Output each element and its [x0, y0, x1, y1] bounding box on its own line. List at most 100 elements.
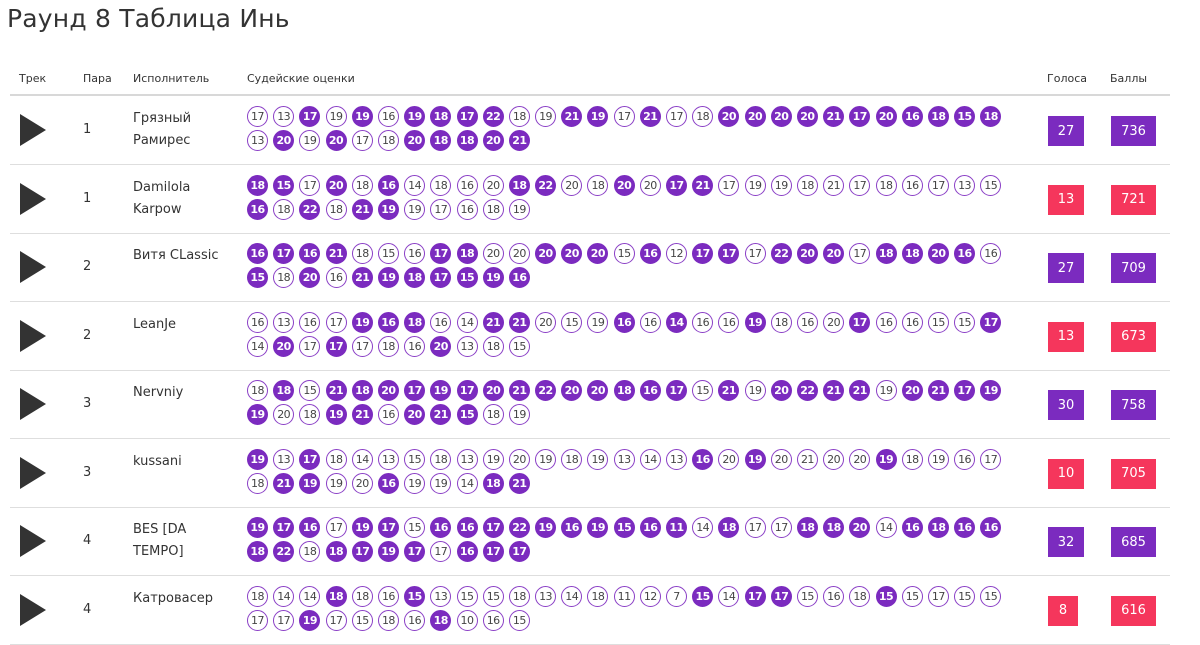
score-circle: 20 [561, 174, 583, 196]
score-circle: 19 [404, 106, 426, 127]
score-circle: 18 [482, 472, 504, 494]
score-circle: 17 [849, 106, 871, 127]
score-circle: 17 [954, 380, 976, 401]
score-circle: 17 [456, 380, 478, 401]
score-circle: 16 [377, 106, 399, 127]
score-circle: 15 [875, 585, 897, 607]
score-circle: 15 [613, 517, 635, 538]
score-circle: 19 [744, 448, 766, 470]
score-circle: 16 [299, 243, 321, 264]
score-circle: 18 [796, 517, 818, 538]
play-icon[interactable] [20, 182, 46, 215]
play-icon[interactable] [20, 593, 46, 626]
score-circle: 20 [875, 106, 897, 127]
score-circle: 22 [535, 174, 557, 196]
score-circle: 16 [482, 609, 504, 631]
score-circle: 20 [823, 448, 845, 470]
score-circle: 19 [430, 380, 452, 401]
score-circle: 20 [849, 517, 871, 538]
score-circle: 19 [299, 472, 321, 494]
score-circle: 17 [325, 609, 347, 631]
score-circle: 14 [456, 472, 478, 494]
table-header: Трек Пара Исполнитель Судейские оценки Г… [0, 72, 1200, 86]
score-circle: 21 [508, 472, 530, 494]
play-icon[interactable] [20, 114, 46, 146]
score-circle: 17 [980, 311, 1002, 333]
score-circle: 18 [456, 130, 478, 151]
score-circle: 15 [980, 174, 1002, 196]
score-circle: 20 [587, 380, 609, 401]
score-circle: 22 [770, 243, 792, 264]
score-circle: 16 [901, 517, 923, 538]
table-row: 2 Витя CLassic 16 17 16 21 18 15 16 17 18 20 20 20 20 2… [10, 233, 1170, 302]
score-circle: 13 [613, 448, 635, 470]
score-circle: 17 [325, 311, 347, 333]
score-circle: 18 [351, 380, 373, 401]
pair-number: 3 [83, 396, 92, 411]
score-circle: 18 [770, 311, 792, 333]
judge-scores: 18 15 17 20 18 16 14 18 16 20 18 22 20 18 20 20 17 21 17 19… [247, 174, 1027, 223]
score-circle: 19 [377, 198, 399, 220]
score-circle: 18 [980, 106, 1002, 127]
score-circle: 17 [744, 243, 766, 264]
score-circle: 18 [456, 243, 478, 264]
score-circle: 17 [613, 106, 635, 127]
score-circle: 18 [927, 517, 949, 538]
score-circle: 15 [901, 585, 923, 607]
play-icon[interactable] [20, 388, 46, 420]
score-circle: 15 [692, 380, 714, 401]
score-circle: 19 [770, 174, 792, 196]
score-circle: 19 [875, 380, 897, 401]
score-circle: 18 [404, 267, 426, 288]
score-circle: 19 [351, 311, 373, 333]
score-circle: 18 [430, 130, 452, 151]
score-circle: 22 [508, 517, 530, 538]
score-circle: 18 [299, 541, 321, 562]
score-circle: 14 [404, 174, 426, 196]
score-circle: 13 [273, 448, 295, 470]
score-circle: 16 [901, 174, 923, 196]
score-circle: 15 [508, 335, 530, 357]
score-circle: 15 [299, 380, 321, 401]
score-circle: 16 [299, 311, 321, 333]
score-circle: 15 [954, 311, 976, 333]
score-circle: 21 [508, 311, 530, 333]
score-circle: 19 [351, 517, 373, 538]
judge-scores: 16 13 16 17 19 16 18 16 14 21 21 20 15 19 16 16 14 16 16 19… [247, 311, 1027, 360]
score-circle: 16 [901, 106, 923, 127]
score-circle: 20 [273, 335, 295, 357]
score-circle: 18 [849, 585, 871, 607]
score-circle: 18 [613, 380, 635, 401]
score-circle: 15 [482, 585, 504, 607]
score-circle: 16 [639, 380, 661, 401]
score-circle: 16 [561, 517, 583, 538]
score-circle: 20 [561, 380, 583, 401]
play-icon[interactable] [20, 525, 46, 557]
score-circle: 13 [430, 585, 452, 607]
score-circle: 7 [666, 585, 687, 607]
score-circle: 16 [299, 517, 321, 538]
play-icon[interactable] [20, 456, 46, 489]
score-circle: 15 [273, 174, 295, 196]
score-circle: 19 [299, 609, 321, 631]
score-circle: 16 [980, 517, 1002, 538]
score-circle: 19 [980, 380, 1002, 401]
pair-number: 1 [83, 122, 92, 137]
score-circle: 15 [404, 585, 426, 607]
play-icon[interactable] [20, 319, 46, 352]
artist-name: BES [DA TEMPO] [133, 522, 187, 559]
score-circle: 19 [587, 448, 609, 470]
score-circle: 14 [273, 585, 295, 607]
score-circle: 18 [247, 472, 268, 494]
score-circle: 19 [535, 517, 557, 538]
score-circle: 16 [875, 311, 897, 333]
score-circle: 18 [351, 174, 373, 196]
score-circle: 13 [247, 130, 268, 151]
play-icon[interactable] [20, 251, 46, 283]
score-circle: 19 [377, 267, 399, 288]
score-circle: 21 [351, 198, 373, 220]
score-circle: 18 [377, 335, 399, 357]
score-circle: 17 [927, 585, 949, 607]
score-circle: 20 [482, 130, 504, 151]
score-circle: 19 [744, 174, 766, 196]
